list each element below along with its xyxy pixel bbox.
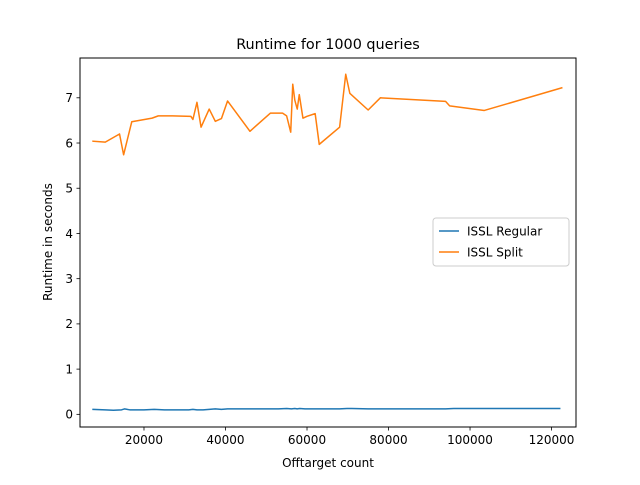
y-axis-title: Runtime in seconds xyxy=(41,183,55,301)
plot-area: 20000 40000 60000 80000 100000 120000 0 1 2 3 4 5 6 7… xyxy=(65,57,577,447)
x-axis-title: Offtarget count xyxy=(282,456,374,470)
y-tick-label: 2 xyxy=(65,317,73,331)
chart-title: Runtime for 1000 queries xyxy=(236,37,420,53)
x-tick-label: 80000 xyxy=(369,433,407,447)
y-tick-label: 1 xyxy=(65,362,73,376)
y-tick-label: 3 xyxy=(65,272,73,286)
legend-label-1: ISSL Regular xyxy=(467,224,542,238)
legend-box xyxy=(432,217,570,267)
plot-frame xyxy=(79,57,577,428)
legend-label-2: ISSL Split xyxy=(467,245,523,259)
y-tick-label: 0 xyxy=(65,408,73,422)
y-tick-label: 6 xyxy=(65,136,73,150)
y-tick-label: 4 xyxy=(65,227,73,241)
x-tick-label: 60000 xyxy=(288,433,326,447)
y-tick-label: 5 xyxy=(65,182,73,196)
series-line-1 xyxy=(92,407,561,412)
x-tick-label: 20000 xyxy=(125,433,163,447)
y-tick-label: 7 xyxy=(65,91,73,105)
x-tick-label: 100000 xyxy=(447,433,493,447)
series-line-2 xyxy=(92,73,563,156)
x-tick-label: 120000 xyxy=(529,433,575,447)
x-tick-label: 40000 xyxy=(206,433,244,447)
